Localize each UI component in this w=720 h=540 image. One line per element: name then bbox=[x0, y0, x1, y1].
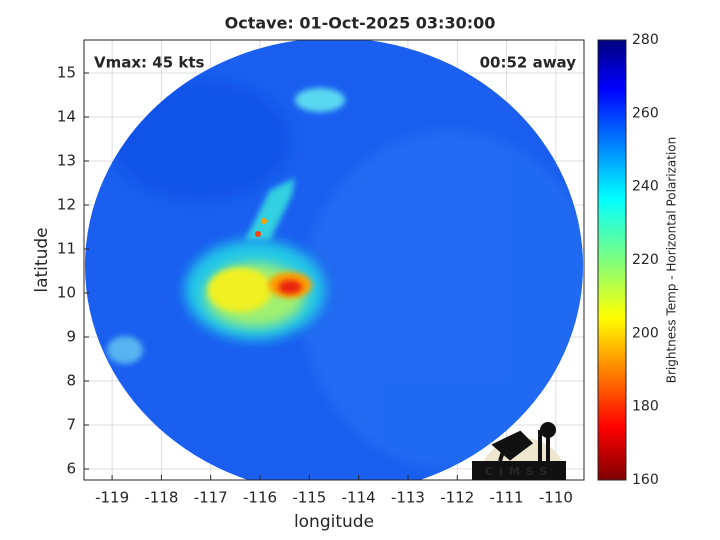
x-tick-label: -117 bbox=[194, 489, 228, 507]
x-tick-label: -119 bbox=[95, 489, 129, 507]
colorbar-tick-label: 160 bbox=[632, 472, 659, 488]
x-tick-label: -116 bbox=[243, 489, 277, 507]
colorbar-tick-label: 220 bbox=[632, 252, 659, 268]
chart-title: Octave: 01-Oct-2025 03:30:00 bbox=[225, 14, 496, 33]
plot-frame bbox=[83, 39, 585, 481]
colorbar bbox=[597, 39, 627, 481]
y-tick-label: 7 bbox=[66, 416, 76, 434]
annotation: Vmax: 45 kts bbox=[94, 54, 204, 72]
x-tick-label: -113 bbox=[391, 489, 425, 507]
logo: CIMSS bbox=[472, 422, 566, 480]
logo-text: CIMSS bbox=[485, 465, 553, 478]
annotation: 00:52 away bbox=[480, 54, 577, 72]
colorbar-tick-label: 240 bbox=[632, 179, 659, 195]
colorbar-tick-label: 280 bbox=[632, 32, 659, 48]
y-tick-label: 12 bbox=[57, 196, 76, 214]
y-tick-label: 15 bbox=[57, 64, 76, 82]
x-tick-label: -110 bbox=[539, 489, 573, 507]
y-tick-label: 13 bbox=[57, 152, 76, 170]
x-tick-label: -114 bbox=[342, 489, 376, 507]
colorbar-tick-label: 260 bbox=[632, 105, 659, 121]
y-axis-label: latitude bbox=[32, 227, 52, 292]
y-tick-label: 10 bbox=[57, 284, 76, 302]
y-tick-label: 14 bbox=[57, 108, 76, 126]
x-tick-label: -112 bbox=[440, 489, 474, 507]
colorbar-tick-label: 180 bbox=[632, 399, 659, 415]
y-tick-label: 9 bbox=[66, 328, 76, 346]
y-tick-label: 8 bbox=[66, 372, 76, 390]
y-tick-label: 11 bbox=[57, 240, 76, 258]
x-tick-label: -115 bbox=[292, 489, 326, 507]
satellite-image bbox=[85, 40, 583, 480]
y-tick-label: 6 bbox=[66, 460, 76, 478]
x-tick-label: -118 bbox=[144, 489, 178, 507]
colorbar-label: Brightness Temp - Horizontal Polarizatio… bbox=[665, 137, 679, 384]
colorbar-tick-label: 200 bbox=[632, 325, 659, 341]
x-axis-label: longitude bbox=[294, 512, 374, 532]
x-tick-label: -111 bbox=[490, 489, 524, 507]
